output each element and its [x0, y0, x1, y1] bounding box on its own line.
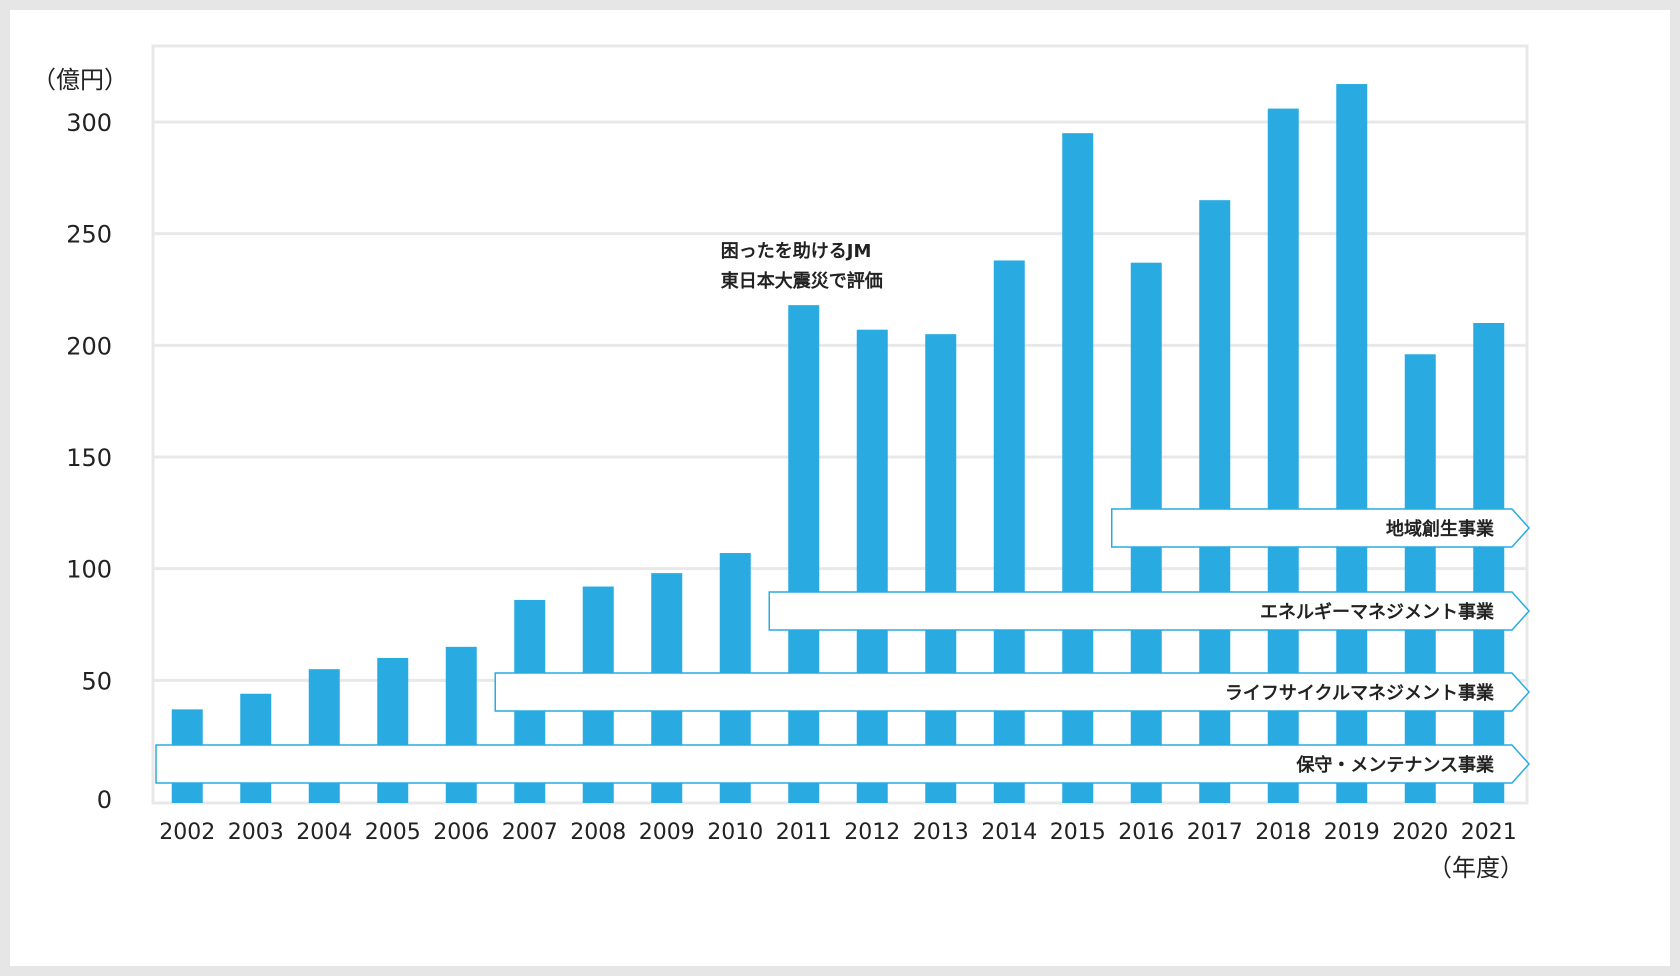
- business-arrow-label-3: エネルギーマネジメント事業: [1260, 601, 1495, 623]
- bar-2017: [1199, 200, 1231, 803]
- business-arrow-label-2: ライフサイクルマネジメント事業: [1225, 682, 1495, 704]
- y-tick-label-300: 300: [66, 109, 112, 137]
- y-tick-label-150: 150: [66, 444, 112, 472]
- x-tick-label-2009: 2009: [639, 820, 695, 845]
- x-tick-label-2013: 2013: [913, 820, 969, 845]
- x-axis-label: （年度）: [1428, 854, 1524, 882]
- x-tick-label-2005: 2005: [365, 820, 421, 845]
- bar-2012: [856, 329, 888, 803]
- bar-2011: [788, 305, 820, 803]
- annotation-line-1: 困ったを助けるJM: [721, 240, 872, 262]
- y-tick-label-50: 50: [81, 667, 112, 695]
- y-tick-label-200: 200: [66, 332, 112, 360]
- x-tick-label-2018: 2018: [1255, 820, 1311, 845]
- x-tick-label-2006: 2006: [433, 820, 489, 845]
- x-tick-label-2011: 2011: [776, 820, 832, 845]
- business-arrow-3: [768, 591, 1531, 631]
- plot-frame: [151, 44, 1529, 805]
- bar-2021: [1473, 323, 1505, 803]
- x-tick-label-2016: 2016: [1118, 820, 1174, 845]
- x-tick-label-2008: 2008: [570, 820, 626, 845]
- x-tick-label-2015: 2015: [1050, 820, 1106, 845]
- x-tick-label-2019: 2019: [1324, 820, 1380, 845]
- x-tick-label-2014: 2014: [981, 820, 1037, 845]
- x-tick-label-2007: 2007: [502, 820, 558, 845]
- x-tick-label-2012: 2012: [844, 820, 900, 845]
- x-tick-label-2002: 2002: [159, 820, 215, 845]
- bar-2013: [925, 334, 957, 803]
- y-tick-label-100: 100: [66, 556, 112, 584]
- revenue-bar-chart: 0 50 100 150 200 250 300 （億円） 2002 2003 2004 2005 20…: [32, 44, 1531, 882]
- y-axis-label: （億円）: [32, 66, 128, 94]
- bar-2014: [993, 260, 1025, 803]
- x-tick-label-2017: 2017: [1187, 820, 1243, 845]
- x-tick-label-2003: 2003: [228, 820, 284, 845]
- chart-card: 0 50 100 150 200 250 300 （億円） 2002 2003 2004 2005 20…: [10, 10, 1670, 966]
- business-arrow-label-4: 地域創生事業: [1386, 518, 1495, 540]
- business-arrow-label-1: 保守・メンテナンス事業: [1295, 754, 1495, 776]
- annotation-line-2: 東日本大震災で評価: [721, 270, 883, 292]
- business-arrow-4: [1111, 508, 1531, 548]
- x-tick-label-2010: 2010: [707, 820, 763, 845]
- y-tick-label-0: 0: [97, 786, 112, 814]
- business-arrow-1: [155, 744, 1531, 784]
- y-tick-label-250: 250: [66, 221, 112, 249]
- business-arrow-2: [494, 672, 1531, 712]
- x-tick-label-2020: 2020: [1392, 820, 1448, 845]
- x-tick-label-2021: 2021: [1461, 820, 1517, 845]
- bar-2020: [1404, 354, 1436, 803]
- x-tick-label-2004: 2004: [296, 820, 352, 845]
